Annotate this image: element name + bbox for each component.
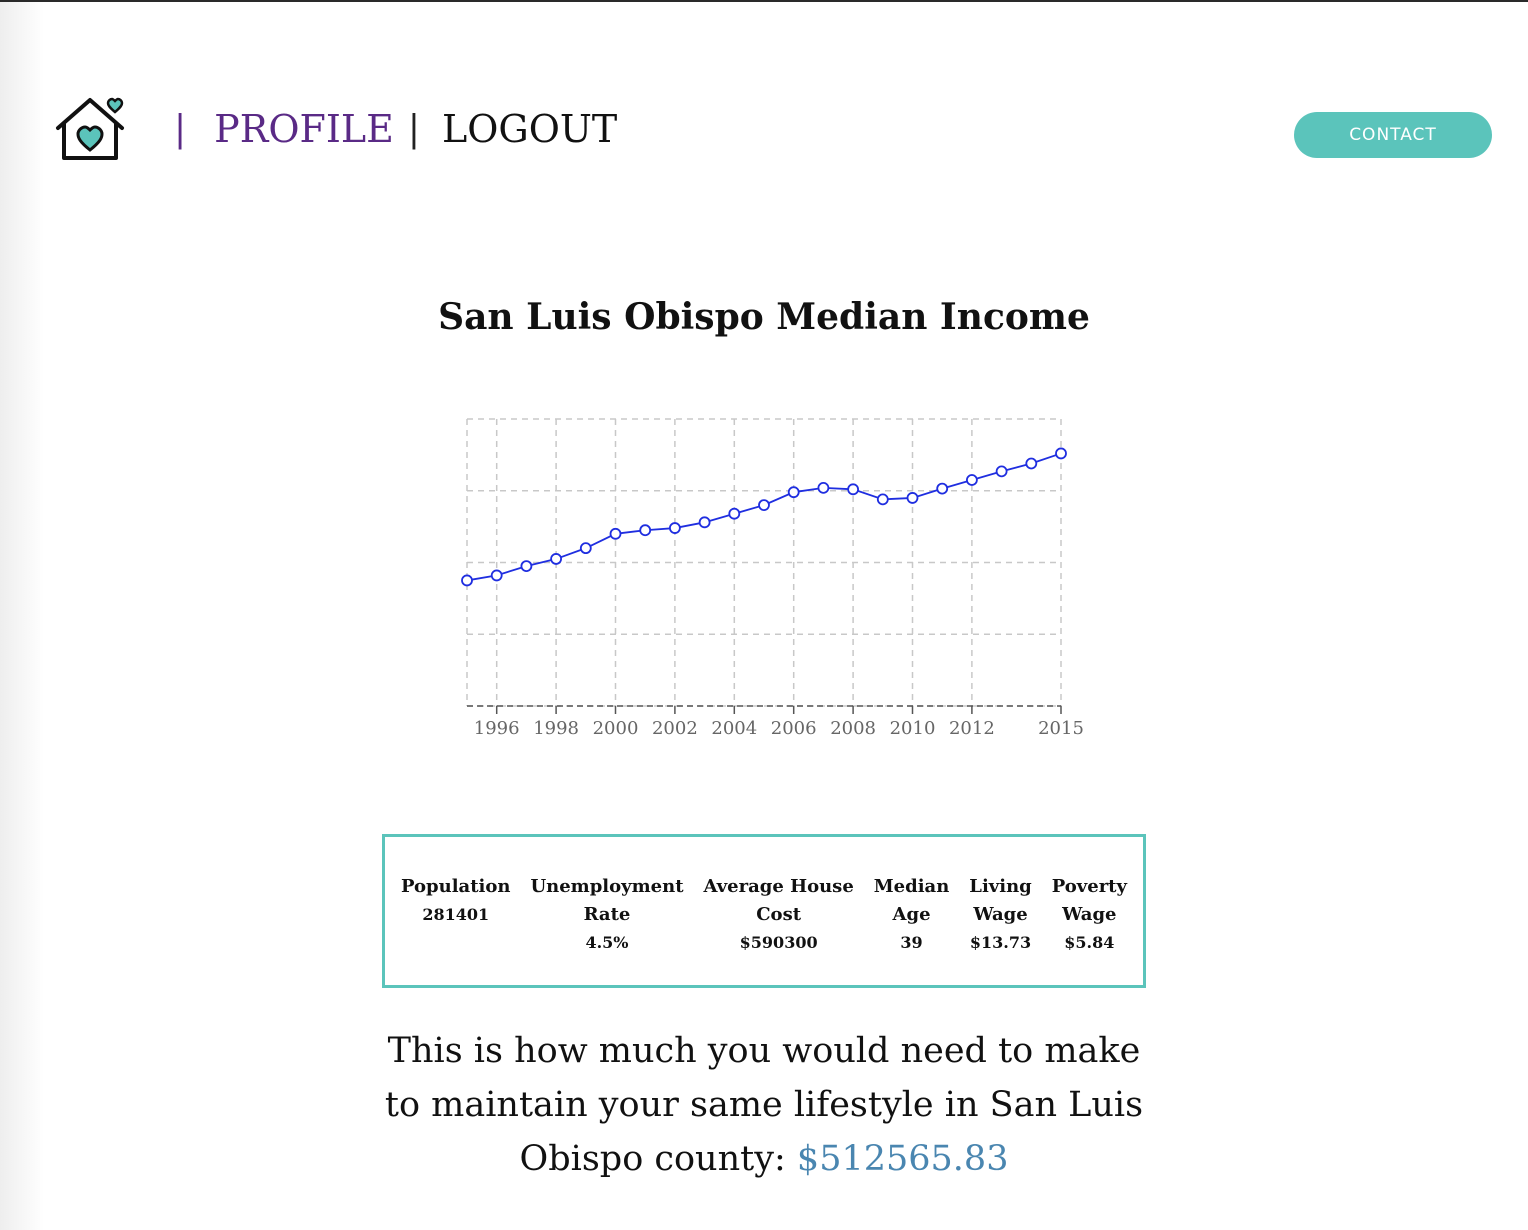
nav-separator: |	[407, 108, 420, 150]
data-point	[609, 527, 622, 540]
x-tick-label: 2002	[652, 718, 698, 739]
stat-item: Average House Cost $590300	[703, 873, 853, 957]
data-point	[579, 542, 592, 555]
data-point	[461, 574, 473, 587]
main-nav: | PROFILE | LOGOUT	[168, 104, 617, 154]
x-tick-label: 2000	[593, 718, 639, 739]
x-tick-label: 1998	[533, 718, 579, 739]
data-point	[1025, 457, 1038, 470]
lifestyle-summary: This is how much you would need to make …	[382, 1024, 1146, 1186]
stat-item: Unemployment Rate 4.5%	[530, 873, 683, 957]
logout-link[interactable]: LOGOUT	[441, 107, 618, 151]
x-tick-label: 2004	[711, 718, 757, 739]
data-point	[876, 493, 889, 506]
stat-item: Median Age 39	[874, 873, 950, 957]
stat-label: Average House	[703, 876, 854, 897]
stat-label: Unemployment	[530, 876, 684, 897]
data-point	[817, 481, 830, 494]
left-edge-shadow	[0, 2, 44, 1230]
stat-label: Wage	[1062, 904, 1117, 925]
x-tick-label: 2006	[771, 718, 817, 739]
x-tick-label: 1996	[474, 718, 520, 739]
data-point	[668, 522, 681, 534]
x-tick-label: 2015	[1038, 718, 1084, 739]
site-header: | PROFILE | LOGOUT CONTACT	[0, 0, 1528, 200]
data-point	[639, 524, 652, 537]
stat-item: Poverty Wage $5.84	[1052, 873, 1127, 957]
median-income-line-chart: 1996 1998 2000 2002 2004 2006 2008 2010 2012 2015	[461, 418, 1084, 739]
top-border	[0, 0, 1528, 2]
profile-link[interactable]: PROFILE	[214, 107, 394, 151]
data-point	[847, 483, 860, 496]
stat-label: Median	[873, 876, 950, 897]
stat-label: Poverty	[1051, 876, 1127, 897]
stat-value: 39	[900, 933, 923, 952]
summary-text: This is how much you would need to make …	[384, 1031, 1144, 1179]
nav-separator: |	[174, 108, 187, 150]
data-point	[1055, 447, 1067, 460]
data-point	[698, 516, 711, 529]
stat-label: Rate	[583, 904, 631, 925]
stats-row: Population 281401 Unemployment Rate 4.5% Aver…	[385, 837, 1143, 957]
stat-item: Population 281401	[401, 873, 510, 957]
data-point	[758, 499, 770, 511]
stat-label: Wage	[973, 904, 1028, 925]
house-heart-icon[interactable]	[52, 92, 128, 164]
stat-value: $590300	[739, 933, 818, 952]
contact-button[interactable]: CONTACT	[1294, 112, 1492, 158]
stat-value: $5.84	[1064, 933, 1115, 952]
x-tick-label: 2008	[830, 718, 876, 739]
data-point	[936, 482, 949, 495]
data-point	[520, 560, 533, 572]
data-point	[728, 507, 741, 520]
stat-label: Living	[969, 876, 1032, 897]
stat-label: Cost	[756, 904, 802, 925]
stat-value: $13.73	[969, 933, 1032, 952]
stat-item: Living Wage $13.73	[969, 873, 1031, 957]
stat-label: Population	[400, 876, 511, 897]
stat-value: 4.5%	[585, 933, 629, 952]
data-point	[906, 492, 919, 504]
stat-value: 281401	[422, 905, 490, 924]
data-point	[787, 486, 800, 499]
data-point	[550, 553, 562, 565]
data-point	[995, 465, 1008, 478]
stat-label: Age	[892, 904, 931, 925]
required-income-amount: $512565.83	[796, 1139, 1009, 1179]
x-tick-label: 2010	[890, 718, 936, 739]
data-point	[966, 474, 978, 486]
chart-title: San Luis Obispo Median Income	[438, 296, 1090, 338]
data-point	[490, 569, 503, 582]
x-tick-label: 2012	[949, 718, 995, 739]
stats-panel: Population 281401 Unemployment Rate 4.5% Aver…	[382, 834, 1146, 988]
